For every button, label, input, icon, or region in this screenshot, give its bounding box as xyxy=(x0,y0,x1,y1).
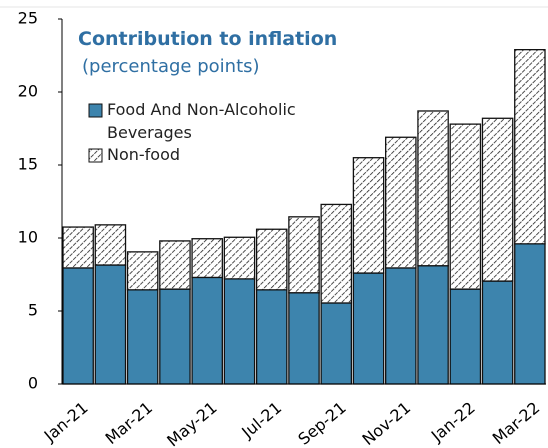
chart-subtitle: (percentage points) xyxy=(82,56,260,77)
bar-segment xyxy=(385,267,417,385)
bar-segment xyxy=(159,240,191,290)
bar-segment xyxy=(320,203,353,304)
bar-segment xyxy=(385,136,417,269)
bar-segment xyxy=(126,251,159,291)
y-tick-label: 0 xyxy=(28,374,38,393)
bar-segment xyxy=(62,226,94,269)
bar-segment xyxy=(94,264,127,385)
x-tick-label: Jul-21 xyxy=(237,398,285,442)
x-tick-label: May-21 xyxy=(163,398,220,448)
legend-label: Non-food xyxy=(107,145,181,164)
x-tick-label: Sep-21 xyxy=(294,398,349,448)
y-tick-label: 5 xyxy=(28,301,38,320)
bar-segment xyxy=(352,272,385,385)
y-tick-label: 20 xyxy=(18,82,38,101)
bar-segment xyxy=(481,117,514,282)
bar-segment xyxy=(514,243,546,385)
bar-segment xyxy=(481,280,514,385)
bar-segment xyxy=(191,276,223,385)
x-tick-label: Nov-21 xyxy=(358,398,414,448)
bar-segment xyxy=(352,157,385,274)
x-tick-label: Jan-22 xyxy=(427,398,479,446)
bar-segment xyxy=(191,238,223,279)
y-tick-label: 15 xyxy=(18,155,38,174)
bar-segment xyxy=(255,228,288,291)
bar-segment xyxy=(514,49,546,245)
x-tick-label: Mar-22 xyxy=(489,398,544,448)
bar-segment xyxy=(417,265,449,385)
bar-segment xyxy=(126,289,159,385)
bar-segment xyxy=(223,236,256,280)
bar-segment xyxy=(288,216,320,294)
chart-title: Contribution to inflation xyxy=(78,28,338,50)
bar-segment xyxy=(94,224,127,266)
legend-swatch xyxy=(88,103,103,118)
y-tick-label: 10 xyxy=(18,228,38,247)
bar-segment xyxy=(288,292,320,385)
x-tick-label: Mar-21 xyxy=(102,398,157,448)
legend-label: Food And Non-Alcoholic Beverages xyxy=(107,100,296,142)
bar-segment xyxy=(449,288,482,385)
bar-segment xyxy=(223,278,256,385)
y-tick-label: 25 xyxy=(18,9,38,28)
bar-segment xyxy=(255,289,288,385)
x-tick-label: Jan-21 xyxy=(40,398,92,446)
bar-segment xyxy=(417,110,449,267)
bar-segment xyxy=(449,123,482,290)
bar-segment xyxy=(62,267,94,385)
legend-swatch xyxy=(88,148,103,163)
bar-segment xyxy=(159,288,191,385)
bar-segment xyxy=(320,302,353,385)
